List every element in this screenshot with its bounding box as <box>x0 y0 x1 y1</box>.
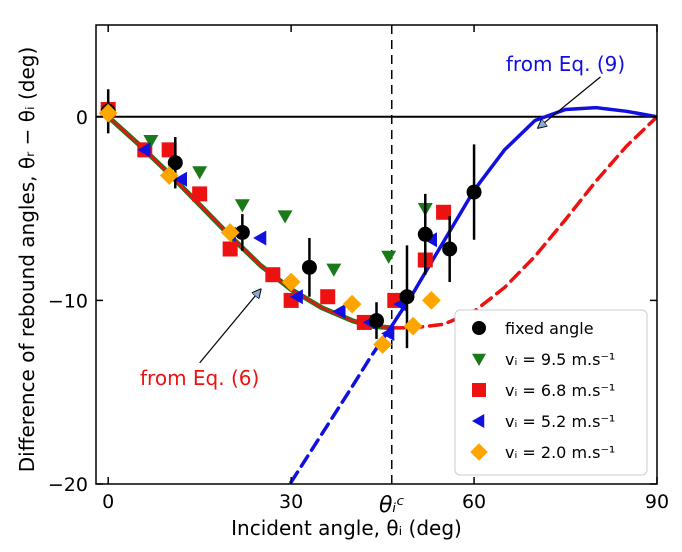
fixed-point-5 <box>399 289 415 305</box>
v20-point-5 <box>373 335 392 354</box>
v52-point-7 <box>381 325 395 341</box>
v68-point-7 <box>320 289 336 305</box>
v68-point-11 <box>436 204 452 220</box>
eq9_ext-curve <box>289 324 394 484</box>
fixed-point-3 <box>301 259 317 275</box>
from-eq6-label: from Eq. (6) <box>140 366 259 390</box>
v95-point-1 <box>143 135 159 149</box>
y-tick-label-0: 0 <box>76 107 88 129</box>
legend-label-v68: vᵢ = 6.8 m.s⁻¹ <box>505 381 615 400</box>
from-eq9-label: from Eq. (9) <box>506 52 625 76</box>
fixed-point-2 <box>234 224 250 240</box>
legend-label-v20: vᵢ = 2.0 m.s⁻¹ <box>505 443 615 462</box>
v20-point-4 <box>342 294 362 314</box>
from-eq9-label-arrow <box>538 76 601 128</box>
x-axis-label: Incident angle, θᵢ (deg) <box>231 516 462 540</box>
plot-frame <box>95 24 658 485</box>
v20-point-7 <box>422 291 441 310</box>
v20-point-0 <box>98 103 118 123</box>
legend-label-v95: vᵢ = 9.5 m.s⁻¹ <box>505 350 615 369</box>
v68-point-4 <box>222 241 238 257</box>
legend-marker-v20 <box>470 443 488 461</box>
critical-angle-label: θᵢᶜ <box>379 493 405 518</box>
v52-point-1 <box>173 171 187 187</box>
eq6_ext-curve <box>389 115 657 330</box>
v20-point-2 <box>220 223 240 242</box>
from-eq6-label-arrow <box>199 289 261 364</box>
v95-point-2 <box>192 166 208 180</box>
legend-marker-v68 <box>472 383 486 397</box>
fixed-point-6 <box>417 226 433 242</box>
legend-box <box>454 309 648 476</box>
v20-point-1 <box>159 166 179 185</box>
v95-point-6 <box>381 250 397 264</box>
y-axis-label: Difference of rebound angles, θᵣ − θᵢ (d… <box>15 47 39 473</box>
v52-point-3 <box>253 230 267 246</box>
fixed-point-1 <box>167 155 183 171</box>
v52-point-5 <box>332 303 346 319</box>
v52-point-4 <box>289 289 303 305</box>
x-tick-label-0: 0 <box>102 491 114 513</box>
x-tick-label-30: 30 <box>279 491 303 513</box>
v68-point-2 <box>161 142 177 158</box>
x-tick-label-90: 90 <box>645 491 669 513</box>
x-tick-label-60: 60 <box>462 491 486 513</box>
fixed-point-4 <box>369 313 384 329</box>
v52-point-0 <box>137 142 151 158</box>
fixed-point-8 <box>466 184 482 200</box>
y-tick-label--20: −20 <box>48 474 88 496</box>
legend-label-fixed: fixed angle <box>505 319 594 338</box>
v20-point-6 <box>403 316 423 336</box>
legend-label-v52: vᵢ = 5.2 m.s⁻¹ <box>505 412 615 431</box>
v95-point-5 <box>326 263 342 277</box>
fixed-point-7 <box>442 241 458 257</box>
v68-point-5 <box>265 267 281 283</box>
v95-point-3 <box>234 199 250 213</box>
v52-point-9 <box>423 232 438 248</box>
legend-marker-fixed <box>472 321 486 335</box>
v20-point-3 <box>281 272 301 292</box>
v68-point-3 <box>192 186 208 202</box>
y-tick-label--10: −10 <box>48 290 88 312</box>
legend-marker-v95 <box>472 353 486 366</box>
v95-point-4 <box>277 210 293 224</box>
legend-marker-v52 <box>472 414 485 428</box>
